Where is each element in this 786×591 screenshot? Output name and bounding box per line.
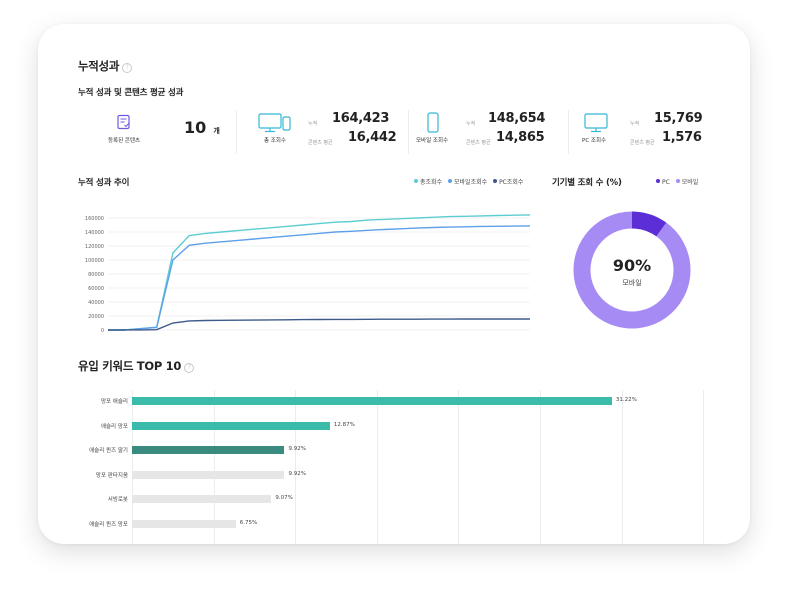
keyword-title: 유입 키워드 TOP 10?: [78, 358, 195, 374]
stat-total-views: 총 조회수 누적 164,423 콘텐츠 평균 16,442: [250, 110, 400, 168]
bar-gridline: [376, 390, 378, 544]
keyword-bar[interactable]: [132, 446, 285, 454]
keyword-bar[interactable]: [132, 470, 285, 479]
total-cum-value: 164,423: [332, 111, 390, 126]
mobile-avg-label: 콘텐츠 평균: [466, 140, 491, 146]
mobile-avg-value: 14,865: [496, 130, 545, 145]
bar-category-label: 애슐리 퀸즈 딸기: [89, 448, 128, 454]
bar-value-label: 9.92%: [288, 446, 306, 452]
bar-category-label: 애슐리 망포: [100, 423, 128, 430]
legend-dot-mobile: [448, 179, 453, 183]
y-tick-label: 20000: [88, 314, 104, 320]
donut-slice-모바일: [573, 211, 691, 329]
pc-avg-value: 1,576: [662, 130, 702, 145]
total-avg-value: 16,442: [348, 130, 397, 145]
y-tick-label: 100000: [85, 258, 104, 264]
document-icon: [117, 114, 130, 130]
bar-value-label: 9.92%: [288, 470, 306, 477]
mobile-cum-value: 148,654: [488, 111, 546, 126]
bar-value-label: 6.75%: [239, 519, 258, 526]
line-chart-legend: 총조회수 모바일조회수 PC조회수: [410, 177, 523, 186]
donut-chart: [573, 211, 691, 329]
monitor-mobile-icon: [258, 113, 291, 133]
bar-category-label: 망포 애슐리: [100, 399, 128, 405]
bar-value-label: 12.87%: [333, 421, 355, 428]
legend-mobile: 모바일조회수: [454, 179, 488, 186]
series-line-3: [108, 318, 530, 331]
bar-value-label: 9.07%: [275, 495, 293, 501]
bar-gridline: [132, 390, 133, 544]
legend-total: 총조회수: [420, 179, 443, 186]
stat-divider: [408, 110, 409, 154]
mobile-icon: [427, 112, 439, 133]
legend-dot-pc-device: [656, 179, 660, 183]
total-avg-label: 콘텐츠 평균: [308, 140, 333, 146]
legend-pc-device: PC: [662, 179, 670, 186]
line-chart-title: 누적 성과 추이: [78, 178, 130, 188]
pc-label: PC 조회수: [582, 138, 607, 144]
y-tick-label: 40000: [88, 300, 104, 306]
donut-legend: PC 모바일: [652, 177, 698, 186]
stat-mobile-views: 모바일 조회수 누적 148,654 콘텐츠 평균 14,865: [416, 110, 570, 168]
y-tick-label: 80000: [88, 272, 104, 278]
stat-pc-views: PC 조회수 누적 15,769 콘텐츠 평균 1,576: [582, 110, 732, 168]
registered-label: 등록된 콘텐츠: [108, 138, 141, 144]
keyword-bar[interactable]: [132, 495, 272, 503]
legend-mobile-device: 모바일: [681, 179, 699, 186]
stat-registered: 등록된 콘텐츠 10 개: [78, 110, 228, 168]
line-chart: 160000 140000 120000 100000 80000 60000 40000 2…: [85, 214, 531, 334]
donut-slice-PC: [631, 211, 667, 237]
monitor-icon: [584, 113, 608, 133]
y-tick-label: 0: [101, 328, 104, 334]
dashboard-card: 누적성과? 누적 성과 및 콘텐츠 평균 성과 등록된 콘텐츠 10 개 총 조…: [38, 24, 750, 544]
bar-category-label: 망포 판타지움: [95, 472, 128, 479]
bar-category-label: 서빙로봇: [107, 497, 128, 503]
registered-value-group: 10 개: [184, 118, 220, 137]
stat-divider: [236, 110, 237, 154]
series-line-1: [108, 214, 531, 331]
registered-unit: 개: [213, 127, 220, 135]
keyword-bar[interactable]: [132, 421, 330, 430]
keyword-bar[interactable]: [132, 397, 612, 405]
pc-avg-label: 콘텐츠 평균: [630, 140, 655, 146]
bar-gridline: [540, 390, 541, 544]
y-tick-label: 160000: [85, 216, 104, 222]
bar-gridline: [621, 390, 623, 544]
y-tick-label: 60000: [88, 286, 104, 292]
section-title-text: 누적성과: [78, 59, 120, 73]
stat-divider: [568, 110, 569, 154]
bar-category-label: 애슐리 퀸즈 망포: [89, 521, 128, 528]
summary-title: 누적 성과 및 콘텐츠 평균 성과: [78, 88, 184, 98]
mobile-label: 모바일 조회수: [416, 138, 449, 144]
y-tick-label: 140000: [85, 230, 104, 236]
legend-dot-mobile-device: [675, 179, 680, 183]
legend-dot-total: [414, 179, 418, 183]
pc-cum-value: 15,769: [654, 111, 703, 126]
total-label: 총 조회수: [264, 138, 286, 144]
y-tick-label: 120000: [85, 244, 104, 250]
section-title: 누적성과?: [78, 58, 133, 74]
series-line-2: [108, 225, 531, 331]
help-icon[interactable]: ?: [184, 363, 195, 373]
donut-center-value: 90%: [612, 256, 652, 275]
bar-gridline: [295, 390, 297, 544]
mobile-cum-label: 누적: [466, 121, 476, 127]
total-cum-label: 누적: [308, 121, 318, 127]
bar-gridline: [458, 390, 460, 544]
help-icon[interactable]: ?: [122, 63, 133, 73]
bar-value-label: 31.22%: [615, 397, 637, 403]
legend-dot-pc: [493, 179, 498, 183]
donut-center-label: 모바일: [622, 279, 642, 287]
donut-title: 기기별 조회 수 (%): [552, 178, 622, 188]
keyword-bar[interactable]: [132, 519, 236, 528]
bar-gridline: [703, 390, 705, 544]
legend-pc: PC조회수: [499, 179, 524, 186]
bar-gridline: [213, 390, 215, 544]
pc-cum-label: 누적: [630, 121, 640, 127]
keyword-title-text: 유입 키워드 TOP 10: [78, 359, 182, 373]
keyword-bar-chart: 망포 애슐리 31.22% 애슐리 망포 12.87% 애슐리 퀸즈 딸기 9.92% 망포…: [38, 24, 750, 544]
registered-value: 10: [184, 118, 207, 137]
